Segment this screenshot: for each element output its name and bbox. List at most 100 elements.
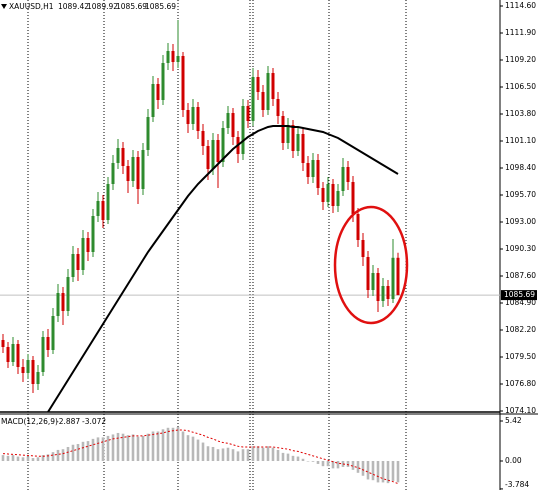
header-open: 1089.42 [58, 2, 89, 11]
macd-bar [371, 461, 375, 481]
candle-body [351, 182, 355, 214]
macd-bar [56, 449, 60, 462]
candle-body [176, 56, 180, 62]
header-high: 1089.92 [87, 2, 118, 11]
price-pane [0, 20, 500, 413]
candle-body [136, 157, 140, 189]
y-tick-label: 1079.50 [505, 352, 536, 361]
macd-bar [341, 461, 345, 467]
candle-body [51, 316, 55, 350]
candle-body [311, 160, 315, 177]
macd-bar [101, 437, 105, 462]
macd-bar [326, 461, 330, 467]
macd-bar [251, 446, 255, 462]
macd-bar [6, 455, 10, 462]
macd-bar [21, 457, 25, 462]
y-tick-label: 1103.80 [505, 109, 536, 118]
macd-bar [96, 437, 100, 462]
macd-bar [106, 435, 110, 462]
candle-body [211, 140, 215, 169]
macd-bar [366, 461, 370, 480]
macd-bar [376, 461, 380, 483]
macd-bar [256, 446, 260, 462]
y-tick-label: 1114.60 [505, 1, 536, 10]
candle-body [381, 286, 385, 301]
candle-body [166, 51, 170, 63]
macd-signal-value: -3.072 [82, 417, 106, 426]
candle-body [26, 360, 30, 373]
macd-bar [111, 434, 115, 462]
macd-bar [181, 431, 185, 462]
macd-bar [221, 448, 225, 462]
macd-bar [236, 451, 240, 462]
macd-bar [166, 427, 170, 462]
y-tick-label: 1082.20 [505, 325, 536, 334]
macd-bar [231, 449, 235, 462]
macd-value: -2.887 [56, 417, 80, 426]
macd-bar [386, 461, 390, 484]
macd-bar [26, 456, 30, 462]
candle-body [106, 184, 110, 220]
candle-body [86, 238, 90, 252]
candle-body [221, 128, 225, 162]
candle-body [121, 148, 125, 166]
candle-body [361, 240, 365, 257]
macd-bar [186, 435, 190, 462]
macd-bar [11, 455, 15, 462]
candle-body [251, 77, 255, 121]
macd-bar [36, 457, 40, 462]
macd-bar [196, 439, 200, 462]
candle-body [296, 134, 300, 151]
candle-body [366, 257, 370, 290]
candle-body [276, 99, 280, 116]
macd-bar [266, 446, 270, 462]
macd-bar [391, 461, 395, 481]
candle-body [346, 167, 350, 182]
macd-bar [66, 446, 70, 462]
candle-body [231, 113, 235, 137]
candle-body [21, 367, 25, 373]
candle-body [271, 73, 275, 99]
macd-bar [141, 435, 145, 462]
macd-bar [201, 442, 205, 462]
candle-body [56, 293, 60, 316]
y-tick-label: 1101.10 [505, 136, 536, 145]
macd-bar [296, 456, 300, 462]
candle-body [161, 63, 165, 100]
candle-body [126, 166, 130, 181]
macd-bar [336, 461, 340, 469]
current-price-label: 1085.69 [504, 290, 535, 299]
y-tick-label: 1093.00 [505, 217, 536, 226]
candle-body [286, 125, 290, 143]
candle-body [201, 131, 205, 146]
macd-bar [191, 436, 195, 462]
macd-bar [356, 461, 360, 473]
candle-body [356, 214, 360, 240]
macd-bar [146, 433, 150, 462]
header-low: 1085.69 [116, 2, 147, 11]
macd-bar [316, 461, 320, 464]
macd-bar [216, 449, 220, 462]
macd-bar [71, 444, 75, 462]
highlight-ellipse [333, 205, 409, 325]
candle-body [246, 106, 250, 121]
macd-bar [151, 431, 155, 462]
macd-bar [126, 435, 130, 462]
candle-body [81, 238, 85, 270]
candle-body [61, 293, 65, 311]
collapse-triangle [1, 4, 7, 9]
candle-body [196, 107, 200, 131]
candle-body [331, 184, 335, 206]
candle-body [326, 184, 330, 202]
macd-pane [1, 427, 400, 485]
candle-body [76, 254, 80, 270]
macd-bar [271, 447, 275, 462]
symbol: XAUUSD,H1 [9, 2, 54, 11]
y-tick-label: 1076.80 [505, 379, 536, 388]
macd-bar [61, 449, 65, 462]
candle-body [261, 92, 265, 110]
candle-body [96, 201, 100, 216]
macd-bar [1, 455, 5, 462]
candle-body [101, 201, 105, 220]
candle-body [11, 344, 15, 362]
